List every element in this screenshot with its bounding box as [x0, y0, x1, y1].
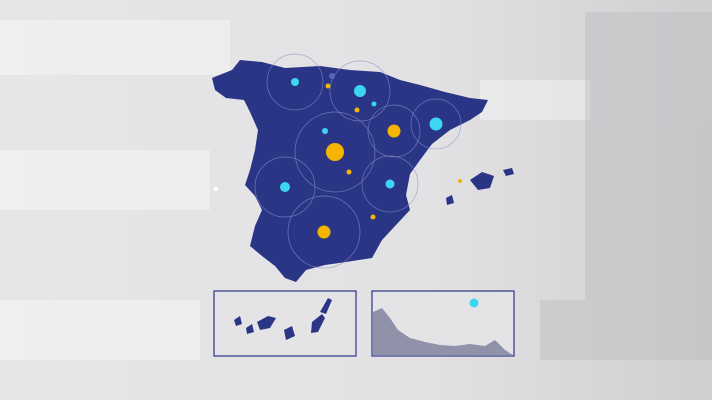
circle	[254, 156, 316, 218]
island	[470, 172, 494, 190]
circle	[294, 111, 376, 193]
dot	[370, 214, 376, 220]
dot	[329, 73, 335, 79]
dot	[354, 107, 360, 113]
dot	[387, 124, 401, 138]
dot	[322, 128, 328, 134]
canary-islands	[234, 298, 332, 340]
map-dots	[214, 73, 462, 239]
island	[503, 168, 514, 176]
island	[446, 195, 454, 205]
dot	[326, 143, 344, 161]
dot	[214, 187, 218, 191]
block	[585, 12, 712, 302]
circle	[361, 155, 419, 213]
circle	[410, 98, 462, 150]
dot	[291, 78, 299, 86]
circle	[287, 195, 361, 269]
island	[257, 316, 276, 330]
dot	[354, 85, 366, 97]
panel	[0, 300, 200, 360]
dot	[346, 169, 352, 175]
coastline	[373, 308, 513, 355]
island	[311, 314, 325, 333]
background-blocks	[540, 12, 712, 360]
canary-inset	[213, 290, 357, 357]
dot	[385, 179, 395, 189]
circle	[266, 53, 324, 111]
panel	[0, 20, 230, 75]
dot	[469, 298, 479, 308]
block	[615, 240, 712, 310]
dot	[280, 182, 290, 192]
dot	[371, 101, 377, 107]
island	[320, 298, 332, 314]
island	[246, 324, 254, 334]
island	[234, 316, 242, 326]
ceuta-melilla-inset	[371, 290, 515, 357]
panel	[480, 80, 590, 120]
dot	[325, 83, 331, 89]
dot	[458, 179, 462, 183]
circle	[367, 104, 421, 158]
network-circles	[254, 53, 462, 269]
panel	[0, 150, 210, 210]
dot	[429, 117, 443, 131]
background-panels	[0, 20, 590, 360]
island	[284, 326, 295, 340]
balearic-islands	[446, 168, 514, 205]
block	[540, 300, 712, 360]
dot	[317, 225, 331, 239]
